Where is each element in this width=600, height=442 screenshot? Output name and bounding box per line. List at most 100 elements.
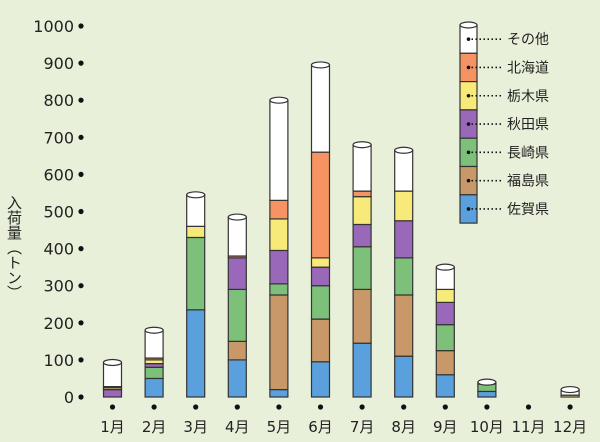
bar-segment — [352, 196, 372, 226]
bar-stack — [269, 96, 289, 398]
bar-cap — [144, 326, 164, 334]
bar-segment — [310, 266, 331, 287]
legend-dot — [466, 150, 471, 155]
bar-segment — [310, 318, 331, 363]
bar-stack — [144, 326, 164, 398]
y-tick-label: 500 — [43, 203, 74, 222]
bar-segment — [269, 249, 289, 285]
y-tick-label: 1000 — [33, 17, 74, 36]
bar-segment — [186, 194, 206, 227]
x-tick-label: 9月 — [433, 418, 458, 436]
bar-segment — [310, 361, 331, 398]
y-tick-dot — [78, 171, 84, 177]
x-tick-label: 7月 — [350, 418, 375, 436]
bar-segment — [394, 294, 414, 357]
y-tick-label: 700 — [43, 128, 74, 147]
bar-cap — [102, 358, 123, 367]
bar-segment — [227, 257, 247, 291]
bar-cap — [186, 191, 206, 199]
legend-dot — [466, 122, 471, 126]
y-tick-dot — [78, 208, 84, 215]
legend-dot — [466, 37, 471, 41]
bar-segment — [477, 390, 497, 398]
y-tick-label: 900 — [43, 54, 74, 73]
bar-segment — [186, 236, 206, 311]
y-tick-dot — [78, 357, 84, 363]
legend-dot — [466, 93, 471, 98]
x-tick-dot — [484, 404, 490, 410]
bar-segment — [269, 294, 289, 391]
bar-segment — [435, 374, 455, 398]
bar-segment — [435, 301, 455, 326]
bar-segment — [394, 149, 414, 192]
x-tick-label: 11月 — [511, 418, 545, 436]
bar-stack — [227, 213, 247, 398]
bar-cap — [394, 146, 414, 154]
bar-segment — [394, 257, 414, 296]
bar-cap — [435, 263, 455, 271]
y-tick-label: 300 — [43, 277, 74, 296]
bar-stack — [435, 263, 455, 398]
bar-segment — [435, 350, 455, 376]
bar-segment — [269, 218, 289, 252]
bar-segment — [227, 340, 247, 361]
bar-stack — [186, 191, 206, 398]
x-tick-label: 1月 — [100, 418, 125, 436]
bar-segment — [269, 99, 289, 201]
x-tick-dot — [567, 404, 573, 410]
y-tick-label: 100 — [43, 351, 74, 370]
bar-segment — [186, 225, 206, 239]
legend-label: 栃木県 — [507, 89, 549, 105]
legend-label: 佐賀県 — [507, 202, 549, 218]
bar-segment — [227, 216, 247, 257]
legend-label: 長崎県 — [507, 145, 549, 161]
y-tick-label: 600 — [43, 165, 74, 184]
y-axis-label: 入荷量（トン） — [5, 195, 23, 300]
x-tick-label: 6月 — [308, 418, 333, 436]
x-tick-dot — [151, 404, 157, 410]
bar-segment — [394, 355, 414, 398]
bar-stack — [477, 378, 497, 398]
x-labels: 1月 2月 3月 4月 5月 6月 7月 8月 9月 10月 11月 12月 — [100, 404, 587, 436]
y-tick-dot — [78, 394, 84, 400]
bar-segment — [269, 388, 289, 398]
y-tick-dot — [78, 23, 84, 29]
x-tick-dot — [109, 404, 116, 410]
y-tick-dot — [78, 283, 84, 289]
bar-segment — [144, 366, 164, 380]
bar-segment — [435, 288, 455, 303]
bar-segment — [352, 190, 372, 198]
legend-label: 秋田県 — [507, 117, 549, 133]
y-tick-dot — [78, 60, 84, 66]
y-tick-dot — [78, 134, 84, 140]
bar-segment — [394, 220, 414, 259]
legend-label: 北海道 — [507, 60, 549, 76]
x-tick-dot — [401, 404, 407, 410]
y-tick-label: 0 — [64, 388, 74, 407]
legend-cap — [459, 21, 478, 29]
bar-cap — [227, 213, 247, 221]
y-tick-dot — [78, 320, 84, 326]
bar-cap — [477, 378, 497, 386]
bar-segment — [102, 388, 123, 398]
y-tick-dot — [78, 246, 84, 252]
bar-segment — [310, 285, 331, 320]
bar-segment — [352, 223, 372, 248]
x-tick-label: 12月 — [553, 418, 587, 436]
y-tick-label: 200 — [43, 314, 74, 333]
bar-cap — [269, 96, 289, 104]
bar-segment — [144, 377, 164, 398]
bar-segment — [144, 329, 164, 359]
x-tick-dot — [442, 404, 448, 410]
x-tick-dot — [276, 404, 282, 410]
bar-cap — [560, 385, 580, 394]
bar-segment — [352, 144, 372, 192]
x-tick-label: 4月 — [225, 418, 250, 436]
legend-label: 福島県 — [507, 174, 549, 190]
bar-segment — [394, 190, 414, 222]
legend-dot — [466, 65, 471, 70]
x-tick-dot — [193, 404, 199, 410]
y-tick-label: 400 — [43, 240, 74, 259]
